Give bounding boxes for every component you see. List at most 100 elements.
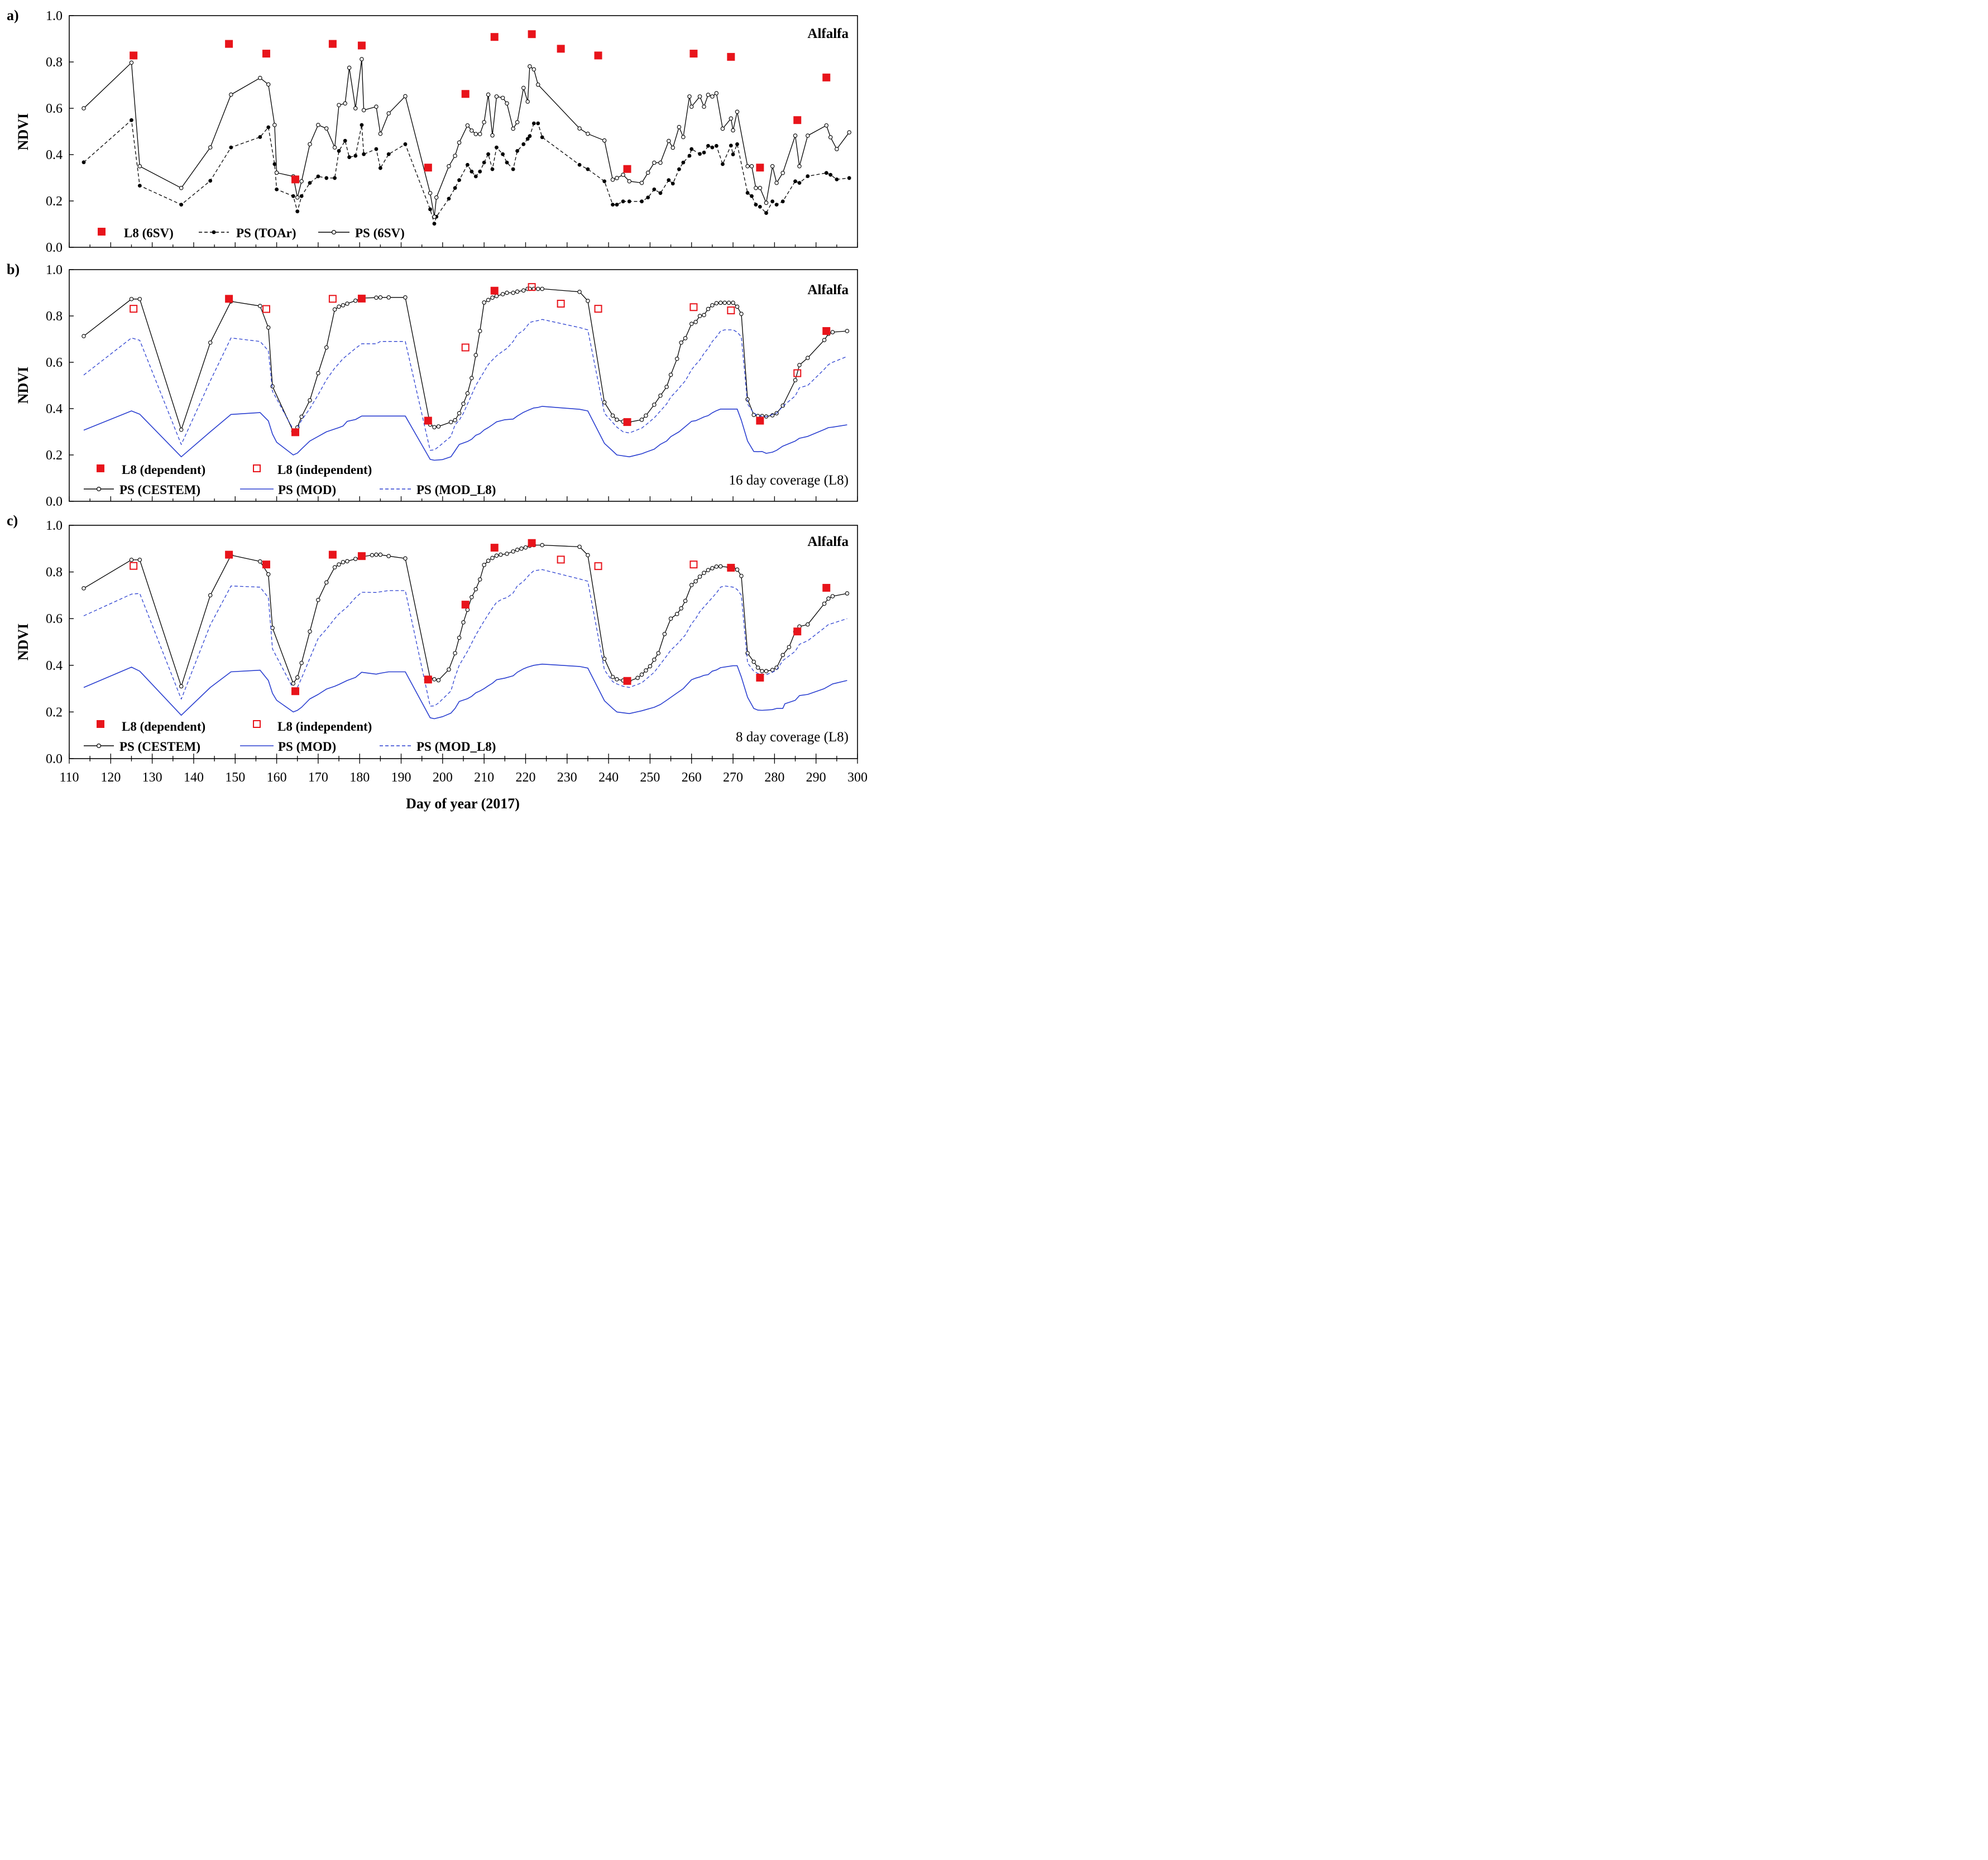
data-point <box>729 143 733 148</box>
data-point <box>602 400 607 405</box>
data-point <box>623 677 631 685</box>
data-point <box>266 572 271 577</box>
data-point <box>129 558 134 562</box>
data-point <box>698 152 702 156</box>
data-point <box>82 160 86 165</box>
data-point <box>258 304 262 308</box>
y-tick-label: 1.0 <box>46 519 63 533</box>
data-point <box>270 384 275 389</box>
y-axis-label: NDVI <box>15 113 31 150</box>
data-point <box>806 356 810 360</box>
data-point <box>668 616 673 621</box>
x-tick-label: 300 <box>847 770 868 785</box>
panel-label: b) <box>7 261 20 277</box>
data-point <box>353 106 358 111</box>
data-point <box>693 320 698 324</box>
data-point <box>729 116 734 121</box>
data-point <box>457 635 462 640</box>
data-point <box>130 305 138 313</box>
data-point <box>735 109 740 114</box>
data-point <box>457 178 461 183</box>
series-l8_6sv <box>130 30 831 184</box>
data-point <box>341 560 346 564</box>
y-tick-label: 1.0 <box>46 263 63 277</box>
data-point <box>774 180 779 185</box>
data-point <box>531 67 536 72</box>
data-point <box>835 147 839 151</box>
data-point <box>457 411 462 416</box>
x-tick-label: 140 <box>184 770 204 785</box>
data-point <box>710 145 715 150</box>
data-point <box>770 164 775 169</box>
x-tick-label: 280 <box>764 770 784 785</box>
series-line <box>83 319 847 451</box>
legend-label-ps-6sv: PS (6SV) <box>355 226 405 240</box>
coverage-note: 16 day coverage (L8) <box>729 473 849 488</box>
data-point <box>208 593 213 598</box>
data-point <box>229 92 233 97</box>
data-point <box>793 369 802 377</box>
data-point <box>515 289 520 294</box>
data-point <box>129 296 134 301</box>
data-point <box>434 195 439 200</box>
data-point <box>130 562 138 570</box>
series-ps_mod_l8 <box>83 569 847 707</box>
data-point <box>635 675 640 680</box>
y-tick-label: 0.6 <box>46 612 63 626</box>
data-point <box>780 403 785 408</box>
data-point <box>447 164 451 169</box>
data-point <box>679 340 683 345</box>
data-point <box>745 164 750 169</box>
legend-marker-l8-dependent <box>97 720 104 728</box>
data-point <box>674 357 679 361</box>
data-point <box>137 184 142 188</box>
data-point <box>521 142 526 146</box>
data-point <box>822 584 831 592</box>
data-point <box>447 667 451 672</box>
data-point <box>536 121 540 126</box>
data-point <box>674 612 679 616</box>
panel-a: 0.0 0.2 0.4 0.6 0.8 1.0 a) NDVI Alfalfa L8 (6… <box>7 7 858 255</box>
data-point <box>262 305 270 313</box>
data-point <box>764 669 769 674</box>
series-layer <box>82 539 850 720</box>
data-point <box>714 301 719 305</box>
x-tick-label: 200 <box>433 770 453 785</box>
y-axis-label: NDVI <box>15 624 31 660</box>
data-point <box>490 33 499 41</box>
data-point <box>824 123 829 128</box>
data-point <box>525 137 530 141</box>
data-point <box>755 665 760 670</box>
legend-label-l8-dependent: L8 (dependent) <box>122 720 205 734</box>
data-point <box>370 553 375 558</box>
data-point <box>521 85 526 90</box>
data-point <box>536 286 540 291</box>
data-point <box>432 425 437 429</box>
data-point <box>403 556 408 561</box>
series-ps_mod <box>83 406 847 461</box>
data-point <box>353 557 358 561</box>
series-line <box>83 119 850 224</box>
series-ps_cestem <box>82 286 850 434</box>
data-point <box>677 167 681 171</box>
data-point <box>453 418 457 423</box>
data-point <box>726 300 731 305</box>
data-point <box>291 681 296 686</box>
data-point <box>453 154 457 158</box>
data-point <box>615 203 619 207</box>
data-point <box>424 164 432 172</box>
data-point <box>266 325 271 330</box>
data-point <box>343 101 347 106</box>
data-point <box>577 126 582 131</box>
data-point <box>258 135 262 139</box>
data-point <box>262 560 270 569</box>
data-point <box>299 414 304 419</box>
series-l8_indep <box>130 555 698 571</box>
data-point <box>644 413 648 418</box>
data-point <box>764 200 769 205</box>
x-tick-label: 220 <box>515 770 535 785</box>
data-point <box>780 171 785 175</box>
data-point <box>826 596 831 601</box>
data-point <box>308 142 312 147</box>
data-point <box>739 573 744 578</box>
